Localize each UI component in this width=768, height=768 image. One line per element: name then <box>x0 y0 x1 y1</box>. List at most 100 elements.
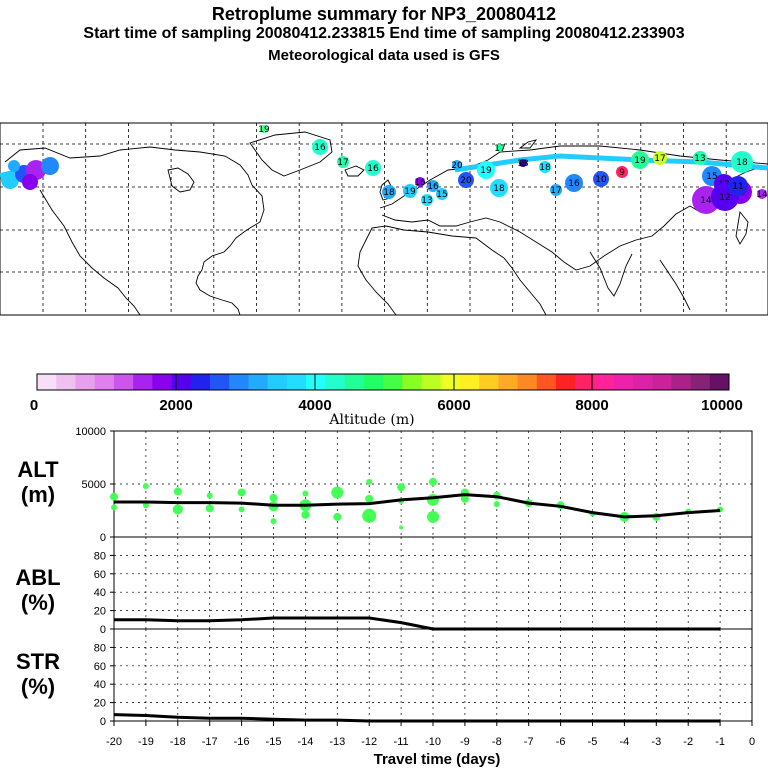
x-tick-label: -18 <box>170 736 186 748</box>
coast-japan <box>735 210 749 245</box>
colorbar-swatch-30 <box>613 374 634 390</box>
plume-marker-label-8: 13 <box>421 196 432 206</box>
alt-ytick-label: 10000 <box>75 426 106 438</box>
coast-west-america <box>39 189 141 316</box>
plume-marker-west-5 <box>8 160 20 172</box>
plume-marker-label-11: 20 <box>460 176 472 186</box>
plume-marker-0 <box>260 125 268 133</box>
plume-marker-20 <box>616 166 628 178</box>
str-label: STR <box>16 649 60 674</box>
alt-ytick-label: 5000 <box>82 479 106 491</box>
abl-ytick-label: 0 <box>100 624 106 636</box>
colorbar-swatch-29 <box>594 374 614 390</box>
x-tick-label: -11 <box>394 736 409 748</box>
colorbar-swatch-35 <box>709 374 730 390</box>
x-tick-label: -16 <box>234 736 250 748</box>
plume-marker-22 <box>653 151 667 165</box>
coast-india <box>589 251 633 297</box>
alt-ytick-label: 0 <box>100 532 106 544</box>
str-ytick-label: 80 <box>94 642 106 654</box>
str-unit: (%) <box>21 674 55 699</box>
colorbar-swatch-9 <box>210 374 230 390</box>
alt-scatter-point <box>362 508 377 523</box>
plume-marker-label-12: 19 <box>480 166 492 176</box>
alt-scatter-point <box>397 483 406 492</box>
x-tick-label: -14 <box>297 736 313 748</box>
plume-marker-label-10: 20 <box>451 161 463 171</box>
x-tick-label: -7 <box>524 736 534 748</box>
colorbar-swatch-20 <box>421 374 441 390</box>
alt-scatter-point <box>427 510 439 523</box>
plume-marker-label-13: 18 <box>493 184 505 194</box>
colorbar-swatch-21 <box>440 374 461 390</box>
colorbar-swatch-0 <box>37 374 57 390</box>
coast-greenland <box>249 131 333 177</box>
plume-marker-2 <box>337 156 349 168</box>
plume-marker-13 <box>490 179 508 197</box>
colorbar-swatch-27 <box>556 374 576 390</box>
alt-scatter-point <box>142 483 149 490</box>
plume-marker-8 <box>421 194 433 206</box>
alt-label: ALT <box>17 457 59 482</box>
plume-marker-6 <box>415 177 425 187</box>
colorbar-ticks: 0 2000 4000 6000 8000 10000 <box>30 397 743 414</box>
chart-title: Retroplume summary for NP3_20080412 <box>211 4 557 24</box>
colorbar-swatch-18 <box>383 374 403 390</box>
colorbar-swatch-24 <box>498 374 518 390</box>
x-tick-label: -20 <box>106 736 122 748</box>
abl-ytick-label: 20 <box>94 606 106 618</box>
alt-scatter-point <box>365 494 374 503</box>
abl-unit: (%) <box>21 590 55 615</box>
colorbar-swatch-10 <box>229 374 249 390</box>
plume-marker-label-18: 16 <box>568 179 580 189</box>
plume-marker-label-30: 11 <box>732 182 743 192</box>
alt-scatter-point <box>173 487 182 496</box>
alt-scatter-point <box>142 502 149 509</box>
x-tick-label: -1 <box>715 736 725 748</box>
coast-southeast-asia <box>659 259 691 311</box>
plume-marker-4 <box>382 185 396 199</box>
colorbar-swatch-16 <box>344 374 365 390</box>
colorbar-swatch-11 <box>248 374 268 390</box>
colorbar-swatch-6 <box>152 374 172 390</box>
plume-marker-5 <box>403 184 417 198</box>
plume-marker-19 <box>593 171 609 187</box>
abl-ytick-label: 80 <box>94 550 106 562</box>
altitude-colorbar <box>36 373 730 391</box>
alt-series-line <box>114 493 721 519</box>
x-tick-label: -17 <box>202 736 218 748</box>
plume-marker-label-20: 9 <box>619 168 625 178</box>
coast-africa <box>371 225 547 316</box>
colorbar-swatch-28 <box>575 374 595 390</box>
abl-label: ABL <box>15 565 60 590</box>
colorbar-swatch-22 <box>459 374 480 390</box>
colorbar-swatch-32 <box>652 374 672 390</box>
sampling-times: Start time of sampling 20080412.233815 E… <box>83 25 685 42</box>
plume-marker-21 <box>631 151 649 169</box>
alt-scatter-point <box>460 494 469 503</box>
plume-marker-11 <box>458 172 474 188</box>
x-tick-label: -13 <box>329 736 345 748</box>
str-ytick-label: 20 <box>94 698 106 710</box>
plume-marker-14 <box>496 144 504 152</box>
str-series-line <box>113 713 721 723</box>
colorbar-tick-10000: 10000 <box>701 397 743 414</box>
met-data-note: Meteorological data used is GFS <box>268 47 500 64</box>
abl-series-line <box>114 616 721 631</box>
alt-scatter-point <box>331 486 344 499</box>
plume-marker-label-23: 13 <box>694 154 705 164</box>
colorbar-swatch-31 <box>632 374 653 390</box>
colorbar-swatch-14 <box>306 374 326 390</box>
alt-scatter-point <box>205 504 214 513</box>
x-tick-label: 0 <box>749 736 755 748</box>
alt-scatter-point <box>206 492 213 499</box>
colorbar-swatch-2 <box>75 374 95 390</box>
plume-marker-label-9: 15 <box>436 190 447 200</box>
x-tick-label: -9 <box>460 736 470 748</box>
plume-marker-label-19: 10 <box>595 175 607 185</box>
alt-scatter-point <box>172 504 183 515</box>
